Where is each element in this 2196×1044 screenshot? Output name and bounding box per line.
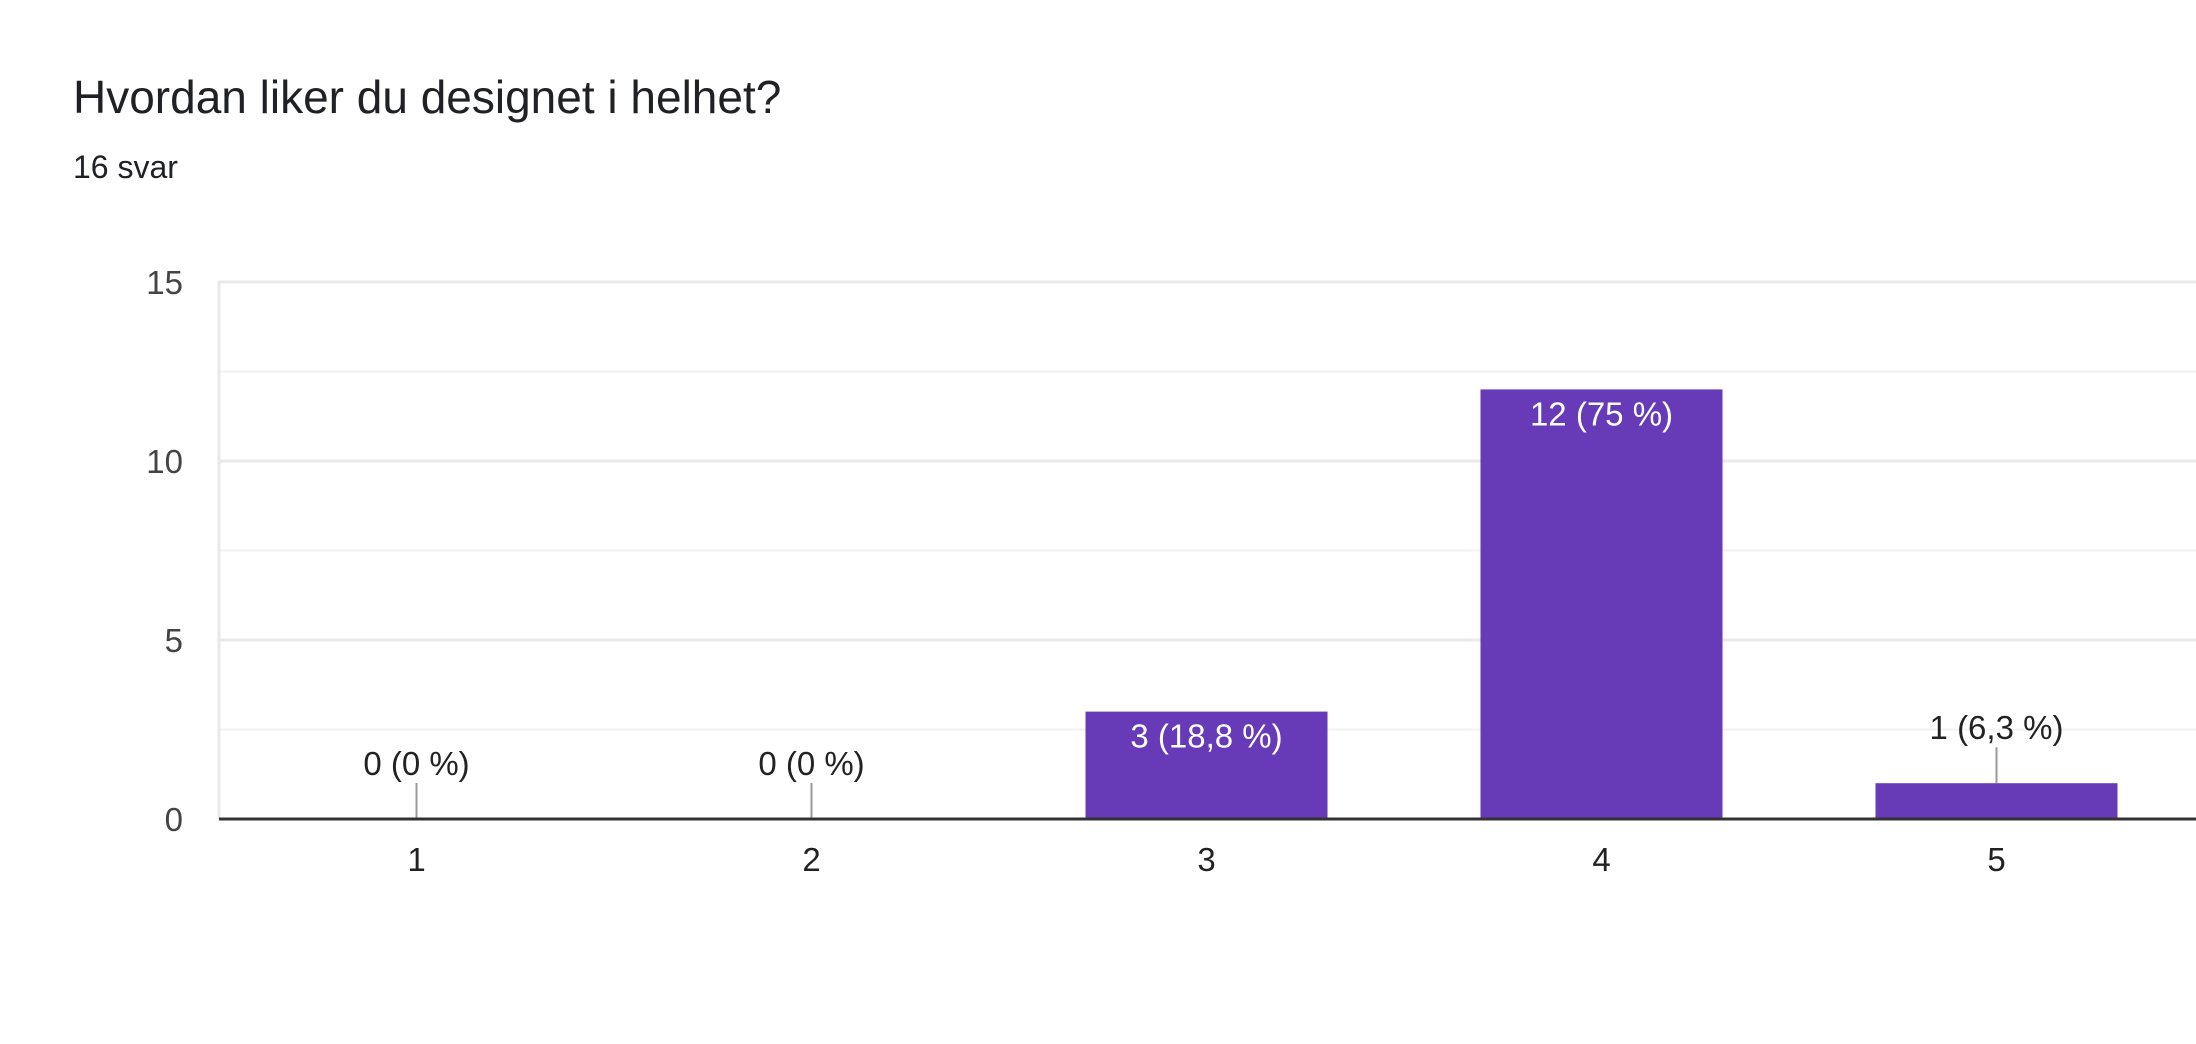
data-labels: 0 (0 %) 0 (0 %) 3 (18,8 %) 12 (75 %) 1 (6,3 … <box>363 395 2064 784</box>
bars <box>415 389 2118 819</box>
chart-title: Hvordan liker du designet i helhet? <box>73 71 782 123</box>
data-label: 0 (0 %) <box>758 745 864 782</box>
data-label: 12 (75 %) <box>1530 395 1673 432</box>
y-tick-label: 15 <box>146 264 183 301</box>
bar <box>1480 389 1723 819</box>
y-tick-label: 0 <box>165 801 183 838</box>
data-label: 0 (0 %) <box>363 745 469 782</box>
gridlines <box>217 280 2196 819</box>
bar <box>1085 711 1328 819</box>
x-tick-label: 5 <box>1987 841 2005 878</box>
axes: 0 5 10 15 1 2 3 4 5 <box>146 264 2196 878</box>
y-tick-label: 5 <box>165 622 183 659</box>
response-count: 16 svar <box>73 149 178 185</box>
x-tick-label: 1 <box>407 841 425 878</box>
data-label: 1 (6,3 %) <box>1930 709 2064 746</box>
data-label: 3 (18,8 %) <box>1130 718 1282 755</box>
y-tick-label: 10 <box>146 443 183 480</box>
x-tick-label: 2 <box>802 841 820 878</box>
x-tick-label: 4 <box>1592 841 1610 878</box>
x-tick-label: 3 <box>1197 841 1215 878</box>
bar <box>1875 783 2118 819</box>
